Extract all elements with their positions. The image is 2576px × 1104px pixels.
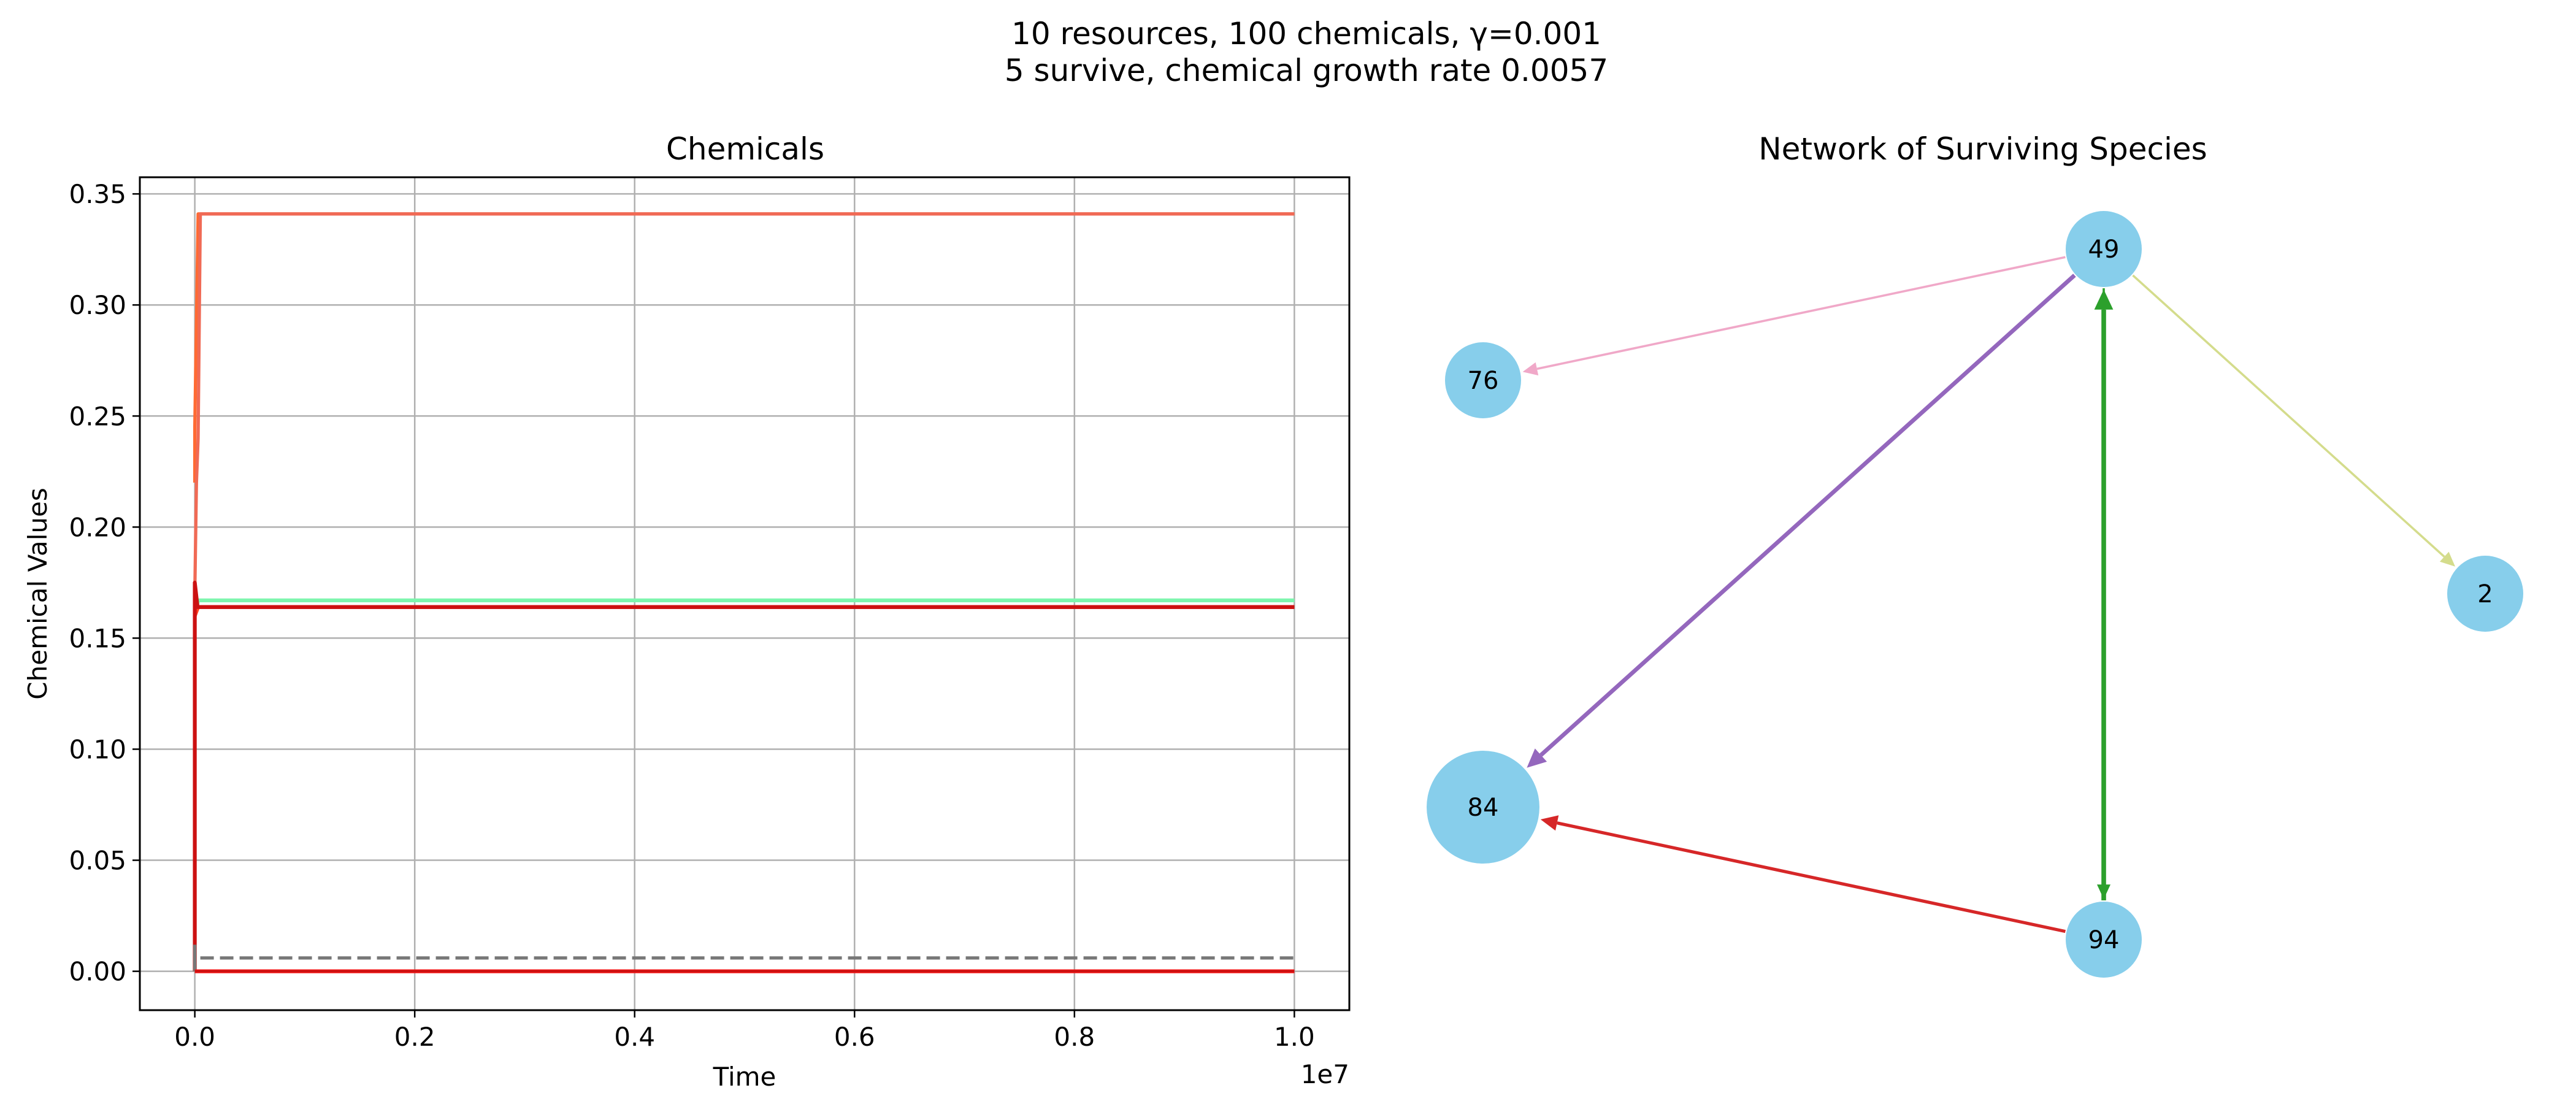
x-tick-label: 0.8 <box>1054 1022 1095 1052</box>
chemicals-chart: Chemicals 0.0 0.2 0.4 0.6 0.8 1.0 0.00 0.05 0.10… <box>23 131 1351 1092</box>
species-network: Network of Surviving Species 49 76 2 84 94 <box>1427 131 2523 978</box>
species-network-edges <box>1522 256 2455 933</box>
chemicals-chart-ticks: 0.0 0.2 0.4 0.6 0.8 1.0 0.00 0.05 0.10 0.15 0.20 0.… <box>69 179 1314 1052</box>
x-tick-label: 0.6 <box>834 1022 875 1052</box>
network-node-49 <box>2066 211 2142 287</box>
y-tick-label: 0.10 <box>69 734 126 764</box>
chemicals-chart-ylabel: Chemical Values <box>23 488 53 699</box>
x-tick-label: 0.2 <box>394 1022 435 1052</box>
x-tick-label: 0.4 <box>614 1022 655 1052</box>
y-tick-label: 0.20 <box>69 512 126 542</box>
network-node-label-94: 94 <box>2088 926 2120 954</box>
species-network-title: Network of Surviving Species <box>1758 131 2207 167</box>
chemical-series-line-5 <box>193 580 1295 972</box>
y-tick-label: 0.30 <box>69 290 126 320</box>
chemical-series-line-2 <box>193 212 1295 594</box>
network-node-label-49: 49 <box>2088 236 2120 264</box>
network-node-2 <box>2447 556 2523 632</box>
chemicals-chart-series <box>193 212 1295 973</box>
chemicals-chart-title: Chemicals <box>666 131 824 167</box>
network-edge-49-to-2 <box>2132 274 2445 558</box>
network-node-76 <box>1445 342 1521 418</box>
species-network-nodes: 49 76 2 84 94 <box>1427 211 2523 978</box>
network-arrowhead-49-to-94 <box>2097 884 2110 899</box>
network-node-label-2: 2 <box>2477 580 2493 608</box>
network-node-label-84: 84 <box>1468 794 1499 822</box>
x-tick-label: 1.0 <box>1274 1022 1315 1052</box>
network-arrowhead-49-to-84 <box>1527 748 1547 768</box>
y-tick-label: 0.35 <box>69 179 126 209</box>
network-edge-94-to-84 <box>1557 821 2066 933</box>
network-edge-49-to-76 <box>1536 256 2066 370</box>
figure-suptitle-line-1: 10 resources, 100 chemicals, γ=0.001 <box>1011 16 1601 52</box>
chemicals-chart-xlabel: Time <box>713 1062 776 1092</box>
y-tick-label: 0.15 <box>69 623 126 653</box>
network-arrowhead-49-to-2 <box>2439 551 2455 567</box>
y-tick-label: 0.05 <box>69 846 126 876</box>
figure-suptitle-line-2: 5 survive, chemical growth rate 0.0057 <box>1005 53 1608 88</box>
network-node-94 <box>2066 902 2142 978</box>
x-tick-label: 0.0 <box>174 1022 215 1052</box>
network-node-label-76: 76 <box>1468 367 1499 395</box>
chemicals-chart-grid <box>140 177 1349 1010</box>
y-tick-label: 0.25 <box>69 401 126 431</box>
chemical-series-line-1 <box>193 212 1295 483</box>
chemicals-chart-frame <box>139 176 1351 1011</box>
network-node-84 <box>1427 751 1539 864</box>
network-edge-49-to-84 <box>1539 274 2076 757</box>
chemicals-chart-x-offset: 1e7 <box>1301 1059 1349 1089</box>
network-arrowhead-94-to-84 <box>1540 815 1559 831</box>
y-tick-label: 0.00 <box>69 957 126 987</box>
network-arrowhead-49-to-76 <box>1522 362 1539 376</box>
